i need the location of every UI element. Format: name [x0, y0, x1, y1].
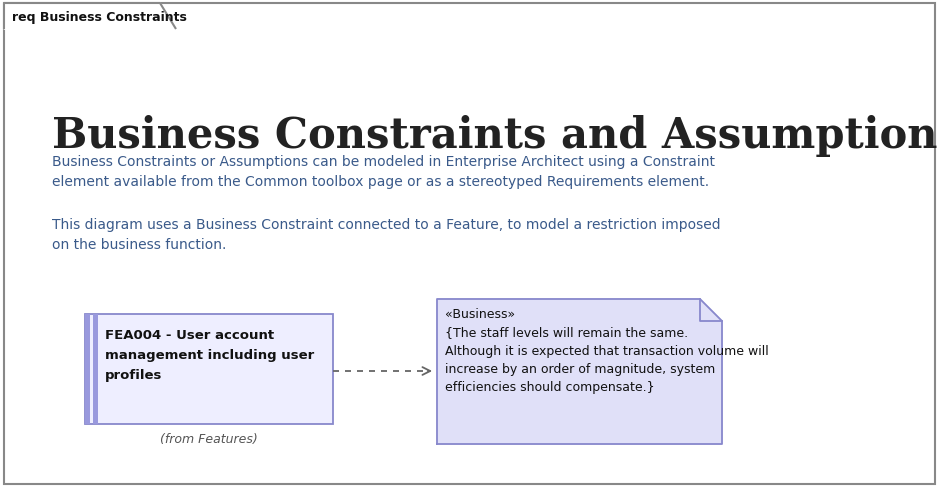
Text: Business Constraints and Assumptions: Business Constraints and Assumptions — [52, 115, 939, 157]
Text: {The staff levels will remain the same.
Although it is expected that transaction: {The staff levels will remain the same. … — [445, 325, 769, 394]
Text: FEA004 - User account
management including user
profiles: FEA004 - User account management includi… — [105, 328, 315, 381]
Bar — [93, 314, 98, 424]
Polygon shape — [437, 299, 722, 444]
Text: Business Constraints or Assumptions can be modeled in Enterprise Architect using: Business Constraints or Assumptions can … — [52, 155, 715, 189]
Bar — [85, 314, 333, 424]
Text: req Business Constraints: req Business Constraints — [12, 10, 187, 23]
Bar — [85, 314, 90, 424]
Polygon shape — [4, 4, 176, 30]
Text: «Business»: «Business» — [445, 307, 516, 320]
Text: (from Features): (from Features) — [161, 432, 258, 445]
Text: This diagram uses a Business Constraint connected to a Feature, to model a restr: This diagram uses a Business Constraint … — [52, 218, 720, 251]
